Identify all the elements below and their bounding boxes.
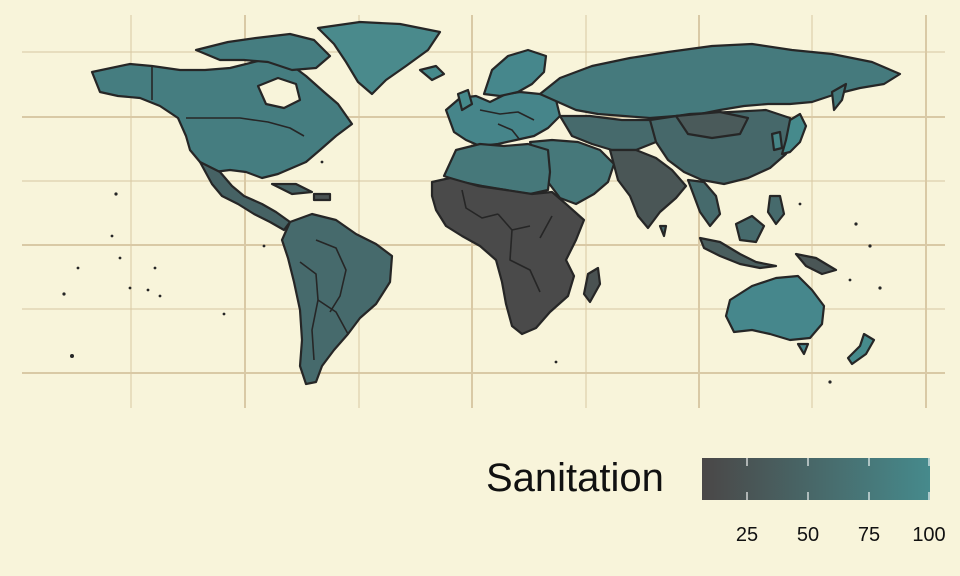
region-southeast-asia xyxy=(686,178,722,228)
region-kamchatka xyxy=(830,82,848,112)
region-uk xyxy=(456,88,474,112)
region-arctic-islands xyxy=(194,32,332,72)
region-new-zealand xyxy=(846,332,876,366)
islands xyxy=(62,160,882,384)
legend-colorbar xyxy=(702,458,930,500)
border-us-canada xyxy=(186,117,305,137)
region-indonesia xyxy=(698,236,778,270)
region-sri-lanka xyxy=(658,224,668,238)
region-scandinavia xyxy=(482,48,548,98)
legend-title: Sanitation xyxy=(486,456,664,500)
region-hispaniola xyxy=(312,192,332,202)
region-russia xyxy=(538,42,902,120)
region-new-guinea xyxy=(794,252,838,276)
region-hudson-bay xyxy=(256,76,302,110)
region-mongolia xyxy=(674,110,750,140)
legend-tick-label: 100 xyxy=(912,524,946,546)
region-madagascar xyxy=(582,266,602,304)
region-korea xyxy=(770,130,784,152)
region-borneo xyxy=(734,214,766,244)
region-australia xyxy=(724,274,826,342)
region-japan xyxy=(780,112,808,156)
region-africa xyxy=(430,176,586,336)
region-mexico xyxy=(198,160,292,232)
border-africa xyxy=(461,189,553,293)
region-cuba xyxy=(270,182,314,196)
region-south-asia xyxy=(608,148,688,230)
region-iceland xyxy=(418,64,446,82)
region-south-america xyxy=(280,212,394,386)
legend-tick-label: 50 xyxy=(796,524,820,546)
region-tasmania xyxy=(796,342,810,356)
border-argentina xyxy=(317,299,349,335)
border-brazil xyxy=(315,239,347,313)
region-greenland xyxy=(316,20,442,96)
border-europe xyxy=(479,109,535,141)
legend-tick-label: 25 xyxy=(735,524,759,546)
countries xyxy=(62,20,902,386)
legend-colorbar-ticks xyxy=(746,458,930,500)
legend-tick-label: 75 xyxy=(857,524,881,546)
region-philippines xyxy=(766,194,786,226)
